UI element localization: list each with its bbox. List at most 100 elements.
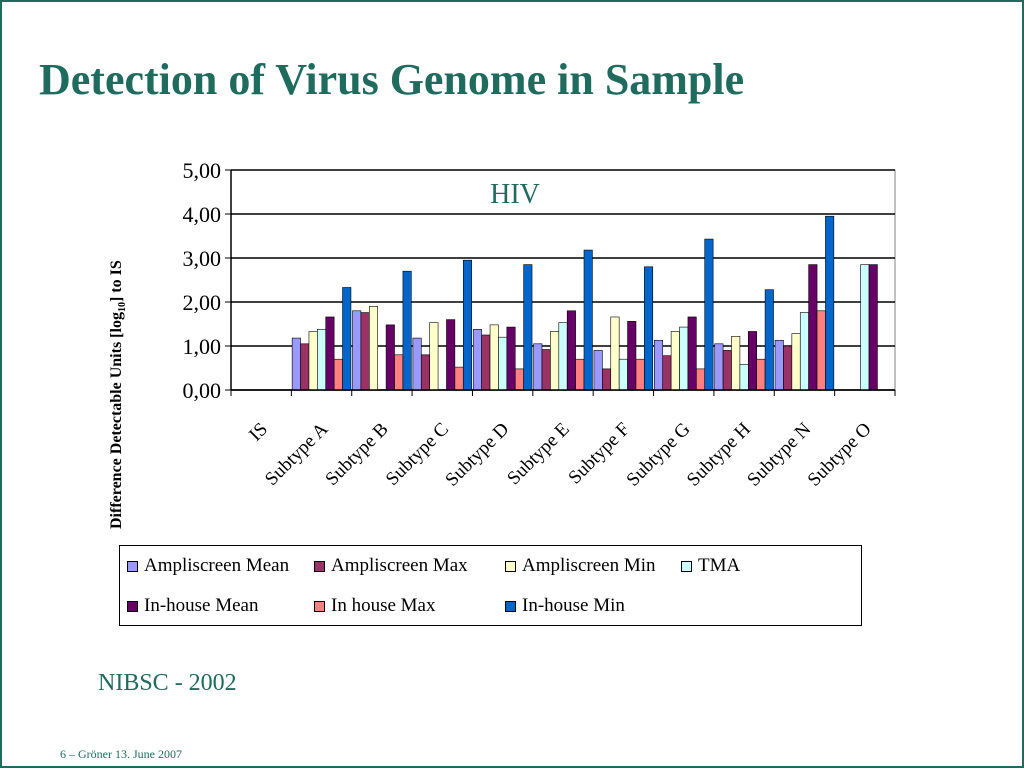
bar — [541, 349, 551, 391]
bar — [583, 249, 593, 391]
x-tick-label: Subtype D — [441, 419, 513, 491]
bar — [731, 336, 741, 391]
y-tick-label: 1,00 — [183, 334, 222, 359]
bar — [739, 364, 749, 391]
legend-item: In-house Mean — [127, 595, 259, 616]
x-tick-label: Subtype A — [261, 418, 332, 489]
legend-swatch — [127, 560, 138, 572]
legend-swatch — [505, 560, 516, 572]
bar — [679, 326, 689, 391]
bar — [635, 358, 645, 391]
x-tick-label: Subtype B — [321, 419, 392, 490]
x-tick-label: Subtype N — [743, 418, 815, 490]
legend-swatch — [681, 560, 692, 572]
x-tick-label: Subtype E — [503, 419, 573, 489]
bar — [764, 289, 774, 391]
legend-swatch — [314, 560, 325, 572]
bar — [446, 319, 456, 391]
page-title: Detection of Virus Genome in Sample — [39, 55, 745, 104]
legend-label: In house Max — [331, 595, 436, 616]
bar — [618, 358, 628, 391]
bar — [825, 215, 835, 391]
legend-label: TMA — [698, 555, 741, 576]
bar — [342, 287, 352, 391]
bar — [670, 331, 680, 391]
bar — [610, 316, 620, 391]
bar — [420, 354, 430, 391]
source-note: NIBSC - 2002 — [98, 670, 237, 696]
bar — [369, 306, 379, 391]
bar — [352, 310, 362, 391]
legend-swatch — [505, 600, 516, 612]
x-tick-label: IS — [245, 419, 272, 446]
bar — [333, 358, 343, 391]
bar — [627, 321, 637, 391]
chart-title: HIV — [490, 179, 540, 210]
x-tick-label: Subtype O — [804, 419, 876, 491]
bar — [593, 350, 603, 391]
legend-swatch — [127, 600, 138, 612]
legend-item: In house Max — [314, 595, 436, 616]
y-tick-label: 4,00 — [183, 202, 222, 227]
bar — [550, 331, 560, 391]
bar — [472, 328, 482, 391]
bar — [662, 355, 672, 391]
bar — [558, 322, 568, 391]
y-tick-label: 0,00 — [183, 378, 222, 403]
bar — [799, 312, 809, 391]
bar — [774, 339, 784, 391]
bar — [325, 316, 335, 391]
bar — [385, 324, 395, 391]
bar — [308, 331, 318, 391]
bar — [696, 368, 706, 391]
bar — [506, 326, 516, 391]
bar — [575, 358, 585, 391]
bar — [402, 270, 412, 391]
bar — [722, 350, 732, 391]
legend-item: In-house Min — [505, 595, 625, 616]
bar — [816, 310, 826, 391]
bar — [514, 368, 524, 391]
bar — [291, 337, 301, 391]
legend-swatch — [314, 600, 325, 612]
bar — [860, 264, 870, 391]
legend-label: In-house Mean — [144, 595, 259, 616]
bar — [808, 264, 818, 391]
bar — [602, 368, 612, 391]
bar — [412, 337, 422, 391]
bar — [714, 343, 724, 391]
bar — [462, 259, 472, 391]
bar — [687, 316, 697, 391]
legend-label: Ampliscreen Max — [331, 555, 468, 576]
legend-item: TMA — [681, 555, 741, 576]
bar — [644, 266, 654, 391]
bar — [498, 336, 508, 391]
y-tick-label: 2,00 — [183, 290, 222, 315]
bar — [533, 343, 543, 391]
legend-item: Ampliscreen Mean — [127, 555, 290, 576]
bar — [317, 328, 327, 391]
bar — [756, 358, 766, 391]
bar — [654, 339, 664, 391]
x-tick-label: Subtype G — [623, 418, 695, 490]
x-tick-label: Subtype C — [382, 419, 453, 490]
legend-item: Ampliscreen Min — [505, 555, 656, 576]
footer-text: 6 – Gröner 13. June 2007 — [60, 747, 182, 761]
y-tick-label: 5,00 — [183, 158, 222, 183]
bar — [523, 264, 533, 391]
bar — [481, 334, 491, 391]
bar — [704, 238, 714, 391]
bar — [429, 322, 439, 391]
bar — [868, 264, 878, 391]
bar — [747, 331, 757, 391]
bar — [489, 324, 499, 391]
chart-legend: Ampliscreen Mean Ampliscreen Max Ampliscre… — [119, 545, 862, 626]
legend-label: In-house Min — [522, 595, 625, 616]
bar — [394, 354, 404, 391]
y-tick-label: 3,00 — [183, 246, 222, 271]
legend-label: Ampliscreen Mean — [144, 555, 290, 576]
bar — [454, 366, 464, 391]
legend-item: Ampliscreen Max — [314, 555, 468, 576]
